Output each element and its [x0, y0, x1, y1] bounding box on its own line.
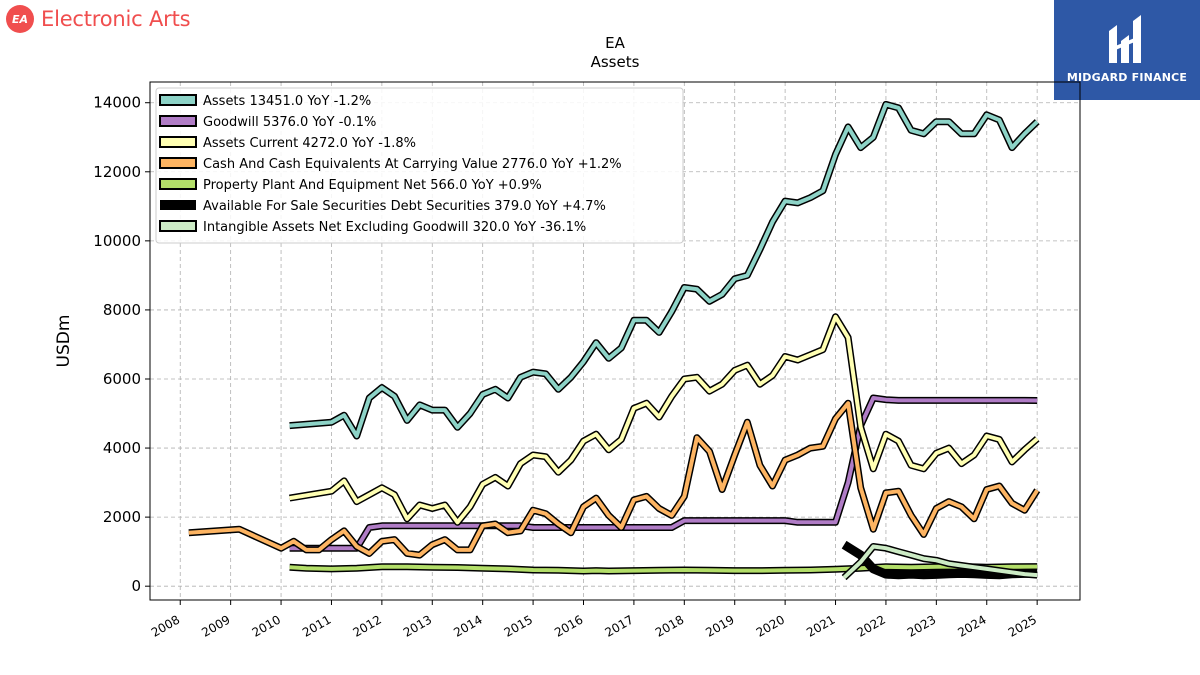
x-tick-label: 2018: [653, 612, 686, 639]
x-tick-label: 2017: [602, 612, 635, 639]
y-tick-label: 2000: [103, 508, 141, 526]
watermark-logo: MIDGARD FINANCE: [1054, 0, 1200, 100]
x-tick-label: 2013: [401, 612, 434, 639]
series-line: [842, 544, 1038, 580]
y-axis-label: USDm: [54, 315, 74, 368]
series-1: [289, 100, 1040, 440]
y-tick-label: 12000: [93, 163, 141, 181]
chart-subtitle: Assets: [591, 53, 640, 71]
series-line: [289, 564, 1038, 573]
x-tick-label: 2014: [451, 612, 484, 639]
series-3: [289, 313, 1040, 526]
series-2: [289, 394, 1038, 552]
x-tick-label: 2012: [350, 612, 383, 639]
legend-item: Available For Sale Securities Debt Secur…: [160, 199, 606, 214]
legend-box: [155, 87, 684, 244]
x-tick-label: 2023: [905, 612, 938, 639]
legend-label: Cash And Cash Equivalents At Carrying Va…: [203, 157, 622, 172]
legend-item: Property Plant And Equipment Net 566.0 Y…: [159, 178, 542, 193]
company-logo-icon: EA: [6, 5, 34, 33]
legend-item: Cash And Cash Equivalents At Carrying Va…: [159, 157, 622, 172]
legend-item: Intangible Assets Net Excluding Goodwill…: [159, 220, 586, 235]
y-tick-label: 0: [131, 577, 141, 595]
series-5: [289, 563, 1038, 575]
x-tick-label: 2025: [1006, 612, 1039, 639]
x-tick-label: 2019: [703, 612, 736, 639]
x-tick-label: 2016: [552, 612, 585, 639]
series-line: [289, 102, 1039, 438]
legend-swatch: [159, 136, 197, 148]
legend-swatch: [160, 200, 196, 210]
company-brand: EA Electronic Arts: [6, 5, 191, 33]
watermark-name: MIDGARD FINANCE: [1066, 71, 1188, 84]
x-tick-label: 2010: [250, 612, 283, 639]
chart-title: EA: [605, 34, 625, 52]
x-tick-label: 2008: [149, 612, 182, 639]
company-name: Electronic Arts: [41, 7, 191, 31]
legend-label: Intangible Assets Net Excluding Goodwill…: [203, 220, 586, 235]
legend-label: Assets 13451.0 YoY -1.2%: [203, 94, 371, 109]
legend-label: Goodwill 5376.0 YoY -0.1%: [203, 115, 376, 130]
series-line: [289, 396, 1038, 551]
legend-swatch: [159, 115, 197, 127]
legend-swatch: [159, 94, 197, 106]
legend: Assets 13451.0 YoY -1.2% Goodwill 5376.0 …: [155, 87, 684, 244]
x-tick-label: 2011: [300, 612, 333, 639]
legend-item: Assets Current 4272.0 YoY -1.8%: [159, 136, 416, 151]
legend-label: Available For Sale Securities Debt Secur…: [203, 199, 606, 214]
legend-swatch: [159, 220, 197, 232]
x-tick-label: 2020: [754, 612, 787, 639]
legend-swatch: [159, 178, 197, 190]
y-tick-label: 6000: [103, 370, 141, 388]
series-line: [289, 314, 1039, 525]
y-tick-label: 10000: [93, 232, 141, 250]
legend-swatch: [159, 157, 197, 169]
legend-label: Assets Current 4272.0 YoY -1.8%: [203, 136, 416, 151]
y-tick-label: 14000: [93, 94, 141, 112]
x-tick-label: 2015: [502, 612, 535, 639]
y-tick-label: 4000: [103, 439, 141, 457]
series-line-outline: [289, 313, 1040, 526]
series-4: [188, 399, 1041, 559]
x-tick-label: 2024: [955, 612, 988, 639]
midgard-logo-icon: [1109, 15, 1141, 63]
y-tick-label: 8000: [103, 301, 141, 319]
x-tick-label: 2009: [199, 612, 232, 639]
x-tick-label: 2021: [804, 612, 837, 639]
legend-label: Property Plant And Equipment Net 566.0 Y…: [203, 178, 542, 193]
legend-item: Goodwill 5376.0 YoY -0.1%: [159, 115, 376, 130]
series-lines: [188, 100, 1041, 581]
series-line: [188, 401, 1039, 558]
legend-item: Assets 13451.0 YoY -1.2%: [159, 94, 371, 109]
x-tick-label: 2022: [855, 612, 888, 639]
plot-frame: [149, 81, 1081, 601]
series-7: [841, 543, 1038, 581]
